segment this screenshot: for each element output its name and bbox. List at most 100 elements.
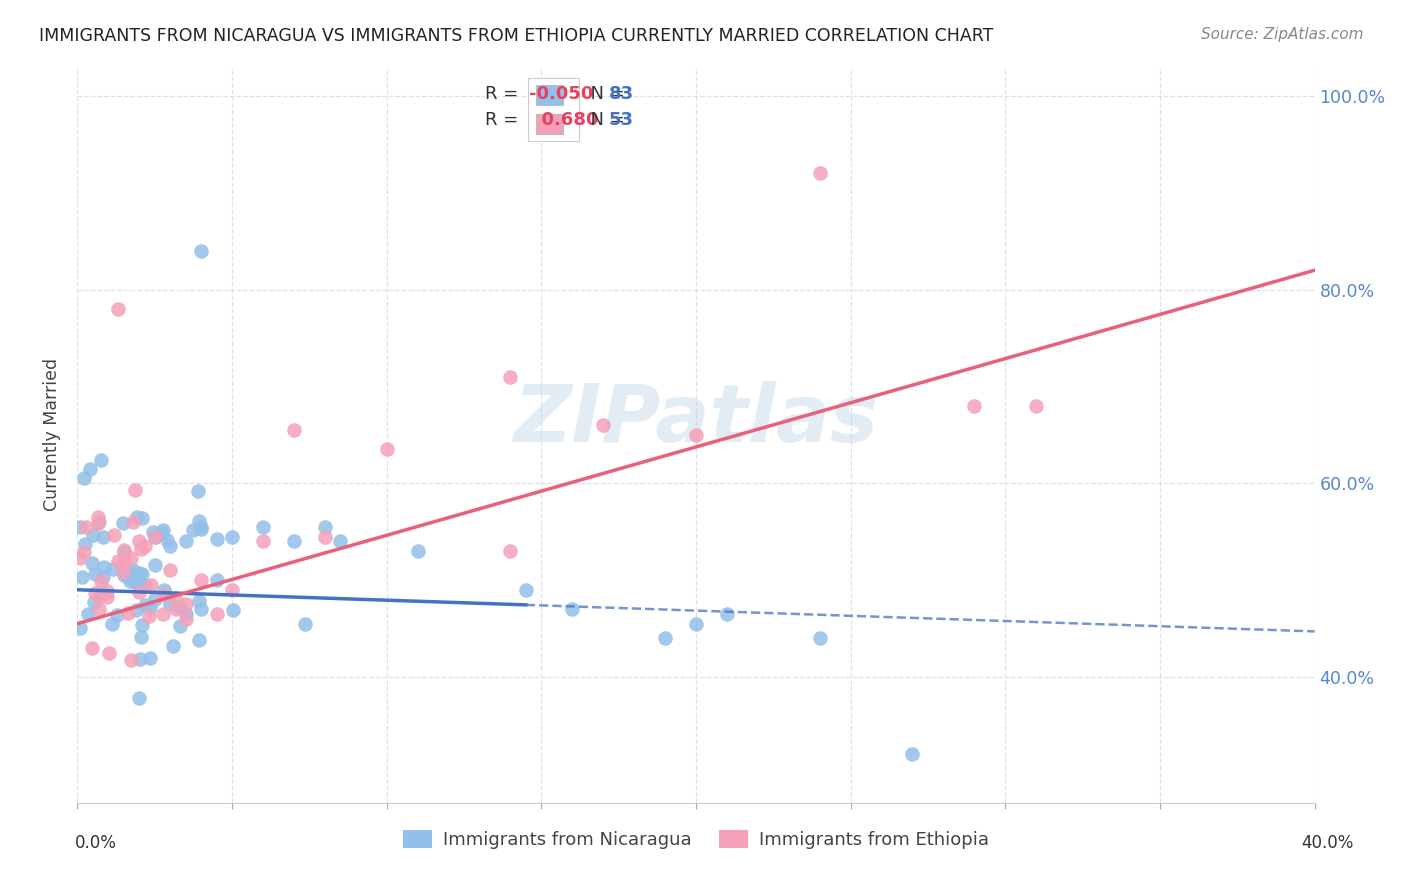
Point [101, 562, 124, 576]
Point [963, 399, 986, 413]
Point [89, 601, 111, 615]
Point [107, 554, 129, 568]
Point [143, 529, 166, 543]
Point [120, 551, 142, 566]
Point [174, 534, 197, 549]
Point [131, 566, 153, 581]
Text: 53: 53 [609, 112, 634, 129]
Point [188, 633, 211, 648]
Point [808, 166, 831, 180]
Point [93, 560, 115, 574]
Point [162, 639, 184, 653]
Text: IMMIGRANTS FROM NICARAGUA VS IMMIGRANTS FROM ETHIOPIA CURRENTLY MARRIED CORRELAT: IMMIGRANTS FROM NICARAGUA VS IMMIGRANTS … [39, 27, 994, 45]
Point [131, 511, 153, 525]
Point [283, 423, 305, 437]
Point [118, 569, 141, 583]
Y-axis label: Currently Married: Currently Married [42, 359, 60, 511]
Point [187, 483, 209, 498]
Point [107, 301, 129, 316]
Point [169, 619, 191, 633]
Point [91, 569, 114, 583]
Point [592, 418, 614, 433]
Point [90, 574, 112, 588]
Point [112, 545, 135, 559]
Point [90, 452, 112, 467]
Text: R =: R = [485, 112, 524, 129]
Point [134, 578, 156, 592]
Point [187, 515, 209, 529]
Point [143, 558, 166, 573]
Point [205, 607, 228, 621]
Point [174, 607, 197, 621]
Text: R =: R = [485, 85, 524, 103]
Point [190, 573, 212, 587]
Point [128, 585, 150, 599]
Point [283, 534, 305, 549]
Point [87, 589, 110, 603]
Point [105, 608, 128, 623]
Point [89, 515, 111, 529]
Legend: , : , [529, 78, 579, 142]
Point [190, 602, 212, 616]
Point [96, 583, 118, 598]
Point [96, 590, 118, 604]
Point [221, 582, 243, 597]
Point [152, 523, 174, 537]
Point [129, 630, 152, 644]
Text: N =: N = [579, 112, 631, 129]
Text: 0.0%: 0.0% [75, 834, 117, 852]
Point [314, 529, 336, 543]
Point [75, 520, 97, 534]
Point [221, 529, 243, 543]
Point [117, 606, 139, 620]
Point [155, 533, 177, 547]
Point [69, 621, 91, 635]
Point [152, 607, 174, 621]
Point [406, 544, 429, 558]
Text: 0.680: 0.680 [529, 112, 598, 129]
Point [329, 534, 352, 549]
Point [654, 631, 676, 645]
Point [190, 522, 212, 536]
Point [122, 563, 145, 577]
Point [205, 573, 228, 587]
Point [122, 515, 145, 529]
Point [128, 534, 150, 549]
Point [76, 607, 98, 621]
Point [131, 617, 153, 632]
Point [87, 510, 110, 524]
Point [83, 567, 105, 582]
Point [101, 617, 124, 632]
Point [117, 570, 139, 584]
Point [128, 651, 150, 665]
Point [252, 534, 274, 549]
Point [159, 563, 181, 577]
Point [127, 510, 149, 524]
Point [111, 565, 134, 579]
Text: 83: 83 [609, 85, 634, 103]
Point [103, 527, 125, 541]
Point [901, 747, 924, 762]
Point [112, 568, 135, 582]
Point [82, 528, 104, 542]
Point [91, 530, 114, 544]
Point [181, 523, 204, 537]
Point [499, 544, 522, 558]
Point [83, 595, 105, 609]
Point [69, 551, 91, 566]
Point [222, 603, 245, 617]
Point [375, 442, 398, 457]
Point [120, 566, 142, 580]
Point [120, 653, 142, 667]
Text: N =: N = [579, 85, 631, 103]
Point [716, 607, 738, 621]
Point [685, 427, 707, 442]
Point [499, 369, 522, 384]
Point [124, 483, 146, 497]
Point [142, 524, 165, 539]
Point [314, 520, 336, 534]
Point [134, 539, 156, 553]
Text: -0.050: -0.050 [529, 85, 593, 103]
Point [187, 594, 209, 608]
Point [128, 690, 150, 705]
